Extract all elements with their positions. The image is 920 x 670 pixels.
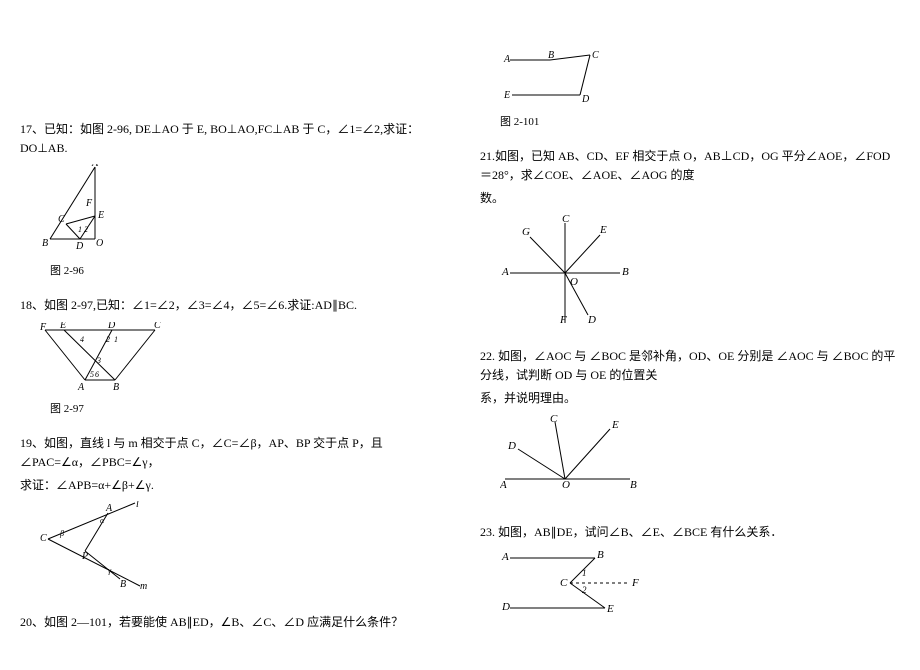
svg-text:D: D	[581, 94, 590, 105]
svg-text:B: B	[597, 549, 604, 561]
svg-text:A: A	[91, 164, 99, 169]
problem-18-text: 18、如图 2-97,已知：∠1=∠2，∠3=∠4，∠5=∠6.求证:AD∥BC…	[20, 296, 440, 315]
svg-text:B: B	[630, 479, 637, 489]
problem-22-text-2: 系，并说明理由。	[480, 389, 900, 408]
problem-17-text: 17、已知：如图 2-96, DE⊥AO 于 E, BO⊥AO,FC⊥AB 于 …	[20, 120, 440, 158]
svg-text:l: l	[136, 501, 139, 510]
figure-2-101-block: A B C D E 图 2-101	[480, 50, 900, 129]
svg-text:β: β	[59, 529, 64, 538]
svg-text:O: O	[562, 479, 570, 489]
figure-2-96-caption: 图 2-96	[50, 262, 440, 278]
svg-text:D: D	[107, 322, 116, 331]
svg-text:A: A	[77, 382, 85, 392]
svg-text:D: D	[501, 601, 510, 613]
svg-text:B: B	[120, 579, 126, 590]
problem-23: 23. 如图，AB∥DE，试问∠B、∠E、∠BCE 有什么关系． A B C	[480, 523, 900, 622]
svg-text:2: 2	[84, 225, 88, 234]
svg-text:B: B	[548, 50, 554, 61]
svg-text:D: D	[75, 241, 84, 252]
figure-22: A B O C D E	[500, 414, 900, 493]
svg-text:5: 5	[90, 370, 94, 379]
diagram-2-101: A B C D E	[500, 50, 610, 105]
svg-text:3: 3	[96, 356, 101, 365]
diagram-21: A B C F E D G O	[500, 215, 640, 325]
svg-text:E: E	[606, 603, 614, 615]
svg-text:α: α	[100, 516, 105, 525]
figure-19: C A B P l m β α γ	[40, 501, 440, 595]
svg-text:C: C	[560, 577, 568, 589]
svg-text:E: E	[611, 419, 619, 431]
svg-text:D: D	[587, 314, 596, 325]
figure-2-101: A B C D E	[500, 50, 900, 109]
svg-text:E: E	[97, 210, 104, 221]
svg-text:C: C	[592, 50, 599, 61]
problem-19: 19、如图，直线 l 与 m 相交于点 C，∠C=∠β，AP、BP 交于点 P，…	[20, 434, 440, 596]
svg-text:B: B	[622, 266, 629, 278]
left-column: 17、已知：如图 2-96, DE⊥AO 于 E, BO⊥AO,FC⊥AB 于 …	[20, 20, 440, 650]
problem-20: 20、如图 2—101，若要能使 AB∥ED，∠B、∠C、∠D 应满足什么条件？	[20, 613, 440, 632]
svg-text:1: 1	[78, 225, 82, 234]
diagram-22: A B O C D E	[500, 414, 650, 489]
figure-21: A B C F E D G O	[500, 215, 900, 329]
problem-18: 18、如图 2-97,已知：∠1=∠2，∠3=∠4，∠5=∠6.求证:AD∥BC…	[20, 296, 440, 415]
problem-23-text: 23. 如图，AB∥DE，试问∠B、∠E、∠BCE 有什么关系．	[480, 523, 900, 542]
problem-21-text-1: 21.如图，已知 AB、CD、EF 相交于点 O，AB⊥CD，OG 平分∠AOE…	[480, 147, 900, 185]
svg-text:A: A	[105, 503, 113, 514]
page-columns: 17、已知：如图 2-96, DE⊥AO 于 E, BO⊥AO,FC⊥AB 于 …	[20, 20, 900, 650]
diagram-19: C A B P l m β α γ	[40, 501, 160, 591]
figure-23: A B C F D E 1 2	[500, 548, 900, 622]
svg-text:6: 6	[95, 370, 99, 379]
svg-text:2: 2	[106, 335, 110, 344]
svg-text:4: 4	[80, 335, 84, 344]
svg-text:O: O	[96, 238, 103, 249]
svg-text:C: C	[562, 215, 570, 225]
svg-text:F: F	[85, 198, 93, 209]
problem-19-text-2: 求证：∠APB=α+∠β+∠γ.	[20, 476, 440, 495]
svg-text:C: C	[550, 414, 558, 425]
svg-text:P: P	[81, 551, 88, 562]
svg-text:F: F	[559, 314, 567, 325]
svg-text:A: A	[503, 54, 511, 65]
problem-22: 22. 如图，∠AOC 与 ∠BOC 是邻补角，OD、OE 分别是 ∠AOC 与…	[480, 347, 900, 494]
svg-text:γ: γ	[108, 566, 112, 575]
svg-text:B: B	[113, 382, 119, 392]
svg-text:D: D	[507, 440, 516, 452]
problem-19-text-1: 19、如图，直线 l 与 m 相交于点 C，∠C=∠β，AP、BP 交于点 P，…	[20, 434, 440, 472]
problem-17: 17、已知：如图 2-96, DE⊥AO 于 E, BO⊥AO,FC⊥AB 于 …	[20, 120, 440, 278]
svg-text:E: E	[503, 90, 510, 101]
figure-2-97: F E D C A B 6 5 4 3 2 1	[40, 322, 440, 396]
svg-text:m: m	[140, 581, 147, 591]
figure-2-96: A B O D E C F 1 2	[40, 164, 440, 258]
svg-text:2: 2	[582, 585, 587, 595]
problem-21: 21.如图，已知 AB、CD、EF 相交于点 O，AB⊥CD，OG 平分∠AOE…	[480, 147, 900, 329]
svg-text:A: A	[500, 479, 507, 489]
diagram-18: F E D C A B 6 5 4 3 2 1	[40, 322, 170, 392]
svg-text:1: 1	[582, 568, 587, 578]
svg-text:A: A	[501, 551, 509, 563]
svg-text:G: G	[522, 226, 530, 238]
svg-text:E: E	[59, 322, 66, 331]
figure-2-101-caption: 图 2-101	[500, 113, 900, 129]
svg-text:E: E	[599, 224, 607, 236]
svg-text:1: 1	[114, 335, 118, 344]
diagram-17: A B O D E C F 1 2	[40, 164, 130, 254]
problem-21-text-2: 数。	[480, 189, 900, 208]
svg-text:C: C	[40, 533, 47, 544]
svg-text:B: B	[42, 238, 48, 249]
problem-20-text: 20、如图 2—101，若要能使 AB∥ED，∠B、∠C、∠D 应满足什么条件？	[20, 613, 440, 632]
svg-text:C: C	[58, 214, 65, 225]
figure-2-97-caption: 图 2-97	[50, 400, 440, 416]
svg-text:F: F	[40, 322, 47, 333]
svg-text:F: F	[631, 577, 639, 589]
svg-text:A: A	[501, 266, 509, 278]
svg-text:C: C	[154, 322, 161, 331]
right-column: A B C D E 图 2-101 21.如图，已知 AB、CD、EF 相交于点…	[480, 20, 900, 650]
svg-text:O: O	[570, 276, 578, 288]
diagram-23: A B C F D E 1 2	[500, 548, 650, 618]
problem-22-text-1: 22. 如图，∠AOC 与 ∠BOC 是邻补角，OD、OE 分别是 ∠AOC 与…	[480, 347, 900, 385]
